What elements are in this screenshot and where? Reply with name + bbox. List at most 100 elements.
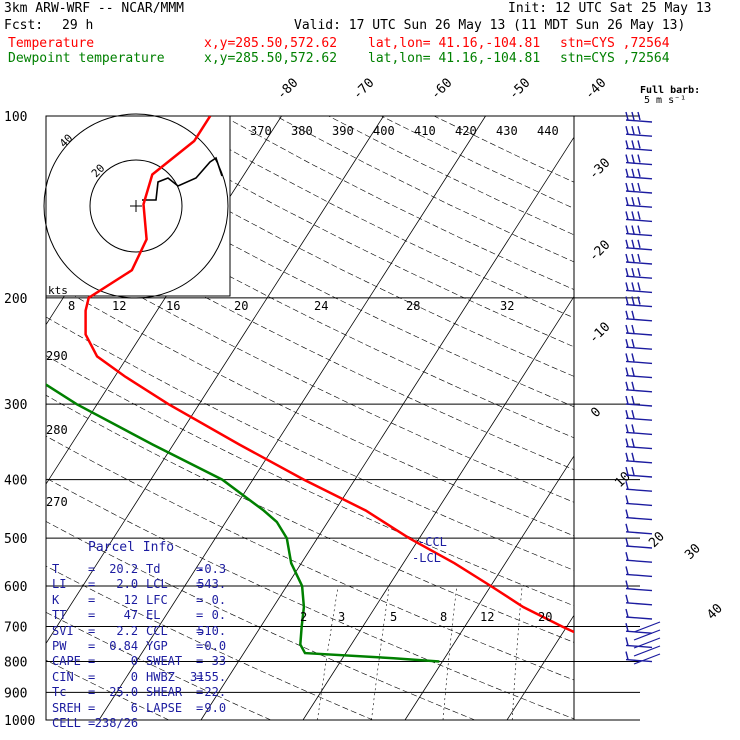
- wind-barbs: [625, 111, 661, 665]
- wind-barb: [625, 523, 653, 535]
- pressure-label: 200: [4, 292, 27, 307]
- wind-barb-staff: [625, 232, 653, 237]
- wind-barb: [625, 353, 653, 365]
- wind-barb-flag: [625, 339, 629, 348]
- wind-barb: [625, 566, 653, 578]
- parcel-value: 543.: [197, 577, 227, 592]
- wind-barb-staff: [625, 417, 653, 421]
- wind-barb-flag: [631, 410, 635, 419]
- wind-barb-staff: [625, 630, 653, 634]
- wind-barb-staff: [625, 133, 653, 137]
- wind-barb-staff: [633, 653, 661, 665]
- wind-barb-flag: [625, 381, 629, 390]
- wind-barb-staff: [625, 516, 653, 521]
- wind-barb-staff: [633, 637, 661, 649]
- hodograph-ring: [43, 113, 229, 299]
- parcel-value: 47: [123, 608, 139, 623]
- mixing-ratio-label: 5: [390, 610, 397, 624]
- wind-barb: [625, 211, 653, 223]
- mixing-ratio-line: [657, 586, 659, 720]
- wind-barb-flag: [637, 140, 641, 149]
- wind-barb-flag: [631, 140, 635, 149]
- mixing-ratio-label: 12: [112, 299, 126, 313]
- parcel-key: SWEAT: [146, 654, 183, 669]
- parcel-key: SREH: [52, 700, 81, 715]
- mixing-ratio-label: 16: [166, 299, 180, 313]
- dry-adiabat: [275, 116, 574, 263]
- wind-barb: [625, 537, 653, 549]
- parcel-key: EL: [146, 608, 161, 623]
- wind-barb-staff: [625, 261, 653, 265]
- theta-e-label: 400: [373, 124, 395, 138]
- wind-barb-flag: [637, 211, 641, 220]
- wind-barb-flag: [625, 509, 629, 518]
- parcel-value: 510.: [197, 623, 227, 638]
- parcel-key: PW: [52, 639, 67, 653]
- wind-barb-staff: [625, 488, 653, 492]
- parcel-key: T: [52, 562, 60, 576]
- isotherm-label: -30: [586, 156, 613, 183]
- valid-time: Valid: 17 UTC Sun 26 May 13 (11 MDT Sun …: [294, 18, 686, 33]
- wind-barb-flag: [625, 552, 629, 561]
- wind-barb-flag: [631, 225, 635, 234]
- wind-barb-flag: [625, 481, 629, 490]
- parcel-key: HWBZ: [146, 669, 175, 684]
- wind-barb: [625, 495, 653, 507]
- wind-barb-staff: [625, 360, 653, 365]
- wind-barb-flag: [625, 495, 629, 504]
- wind-barb-staff: [625, 204, 653, 208]
- wind-barb: [625, 197, 653, 208]
- wind-barb-flag: [625, 466, 629, 476]
- wind-barb-staff: [625, 573, 653, 578]
- parcel-eq: =: [88, 592, 96, 607]
- wind-barb-flag: [631, 282, 635, 291]
- parcel-eq: =: [88, 685, 96, 700]
- isotherm-label: 30: [682, 541, 704, 563]
- wind-barb: [625, 182, 653, 194]
- dry-adiabat: [46, 394, 574, 643]
- parcel-key: LFC: [146, 592, 168, 607]
- wind-barb: [625, 466, 653, 478]
- wind-barb: [625, 651, 653, 663]
- wind-barb-staff: [625, 616, 653, 620]
- wind-barb-flag: [625, 523, 629, 532]
- wind-barb: [625, 140, 653, 152]
- wind-barb-staff: [625, 502, 653, 507]
- parcel-key: LI: [52, 577, 67, 592]
- theta-e-label: 430: [496, 124, 518, 138]
- parcel-info-title: Parcel Info: [88, 540, 175, 555]
- wind-barb: [625, 580, 653, 592]
- parcel-eq: =: [88, 716, 96, 730]
- ccl-marker: -CCL: [418, 535, 447, 549]
- parcel-value: 9.0: [204, 700, 227, 715]
- parcel-key: CCL: [146, 623, 168, 638]
- pressure-label: 800: [4, 655, 27, 670]
- isotherm-label: 0: [588, 405, 604, 421]
- wind-barb-flag: [625, 225, 629, 234]
- wind-barb-flag: [625, 154, 629, 163]
- dry-adiabat: [46, 206, 574, 470]
- wind-barb-flag: [637, 268, 641, 277]
- wind-barb: [625, 324, 653, 336]
- parcel-eq: =: [88, 669, 96, 684]
- wind-barb-flag: [631, 268, 635, 277]
- wind-barb-flag: [631, 452, 635, 461]
- theta-e-label: 380: [291, 124, 313, 138]
- pressure-label: 300: [4, 398, 27, 413]
- isotherm-line: [404, 455, 574, 720]
- wind-barb-flag: [637, 225, 641, 234]
- isotherm-line: [302, 295, 574, 720]
- parcel-eq: =: [88, 700, 96, 715]
- wind-barb: [625, 594, 653, 606]
- parcel-eq: =: [196, 592, 204, 607]
- wind-barb: [625, 552, 653, 563]
- theta-e-label: 440: [537, 124, 559, 138]
- wind-barb-flag: [631, 395, 635, 405]
- wind-barb: [625, 310, 653, 322]
- parcel-value: 12: [123, 592, 139, 607]
- temperature-xy: x,y=285.50,572.62: [204, 36, 338, 51]
- barb-legend-line2: 5 m s⁻¹: [644, 95, 687, 106]
- barb-legend-line1: Full barb:: [640, 85, 701, 96]
- mixing-ratio-line: [371, 585, 390, 720]
